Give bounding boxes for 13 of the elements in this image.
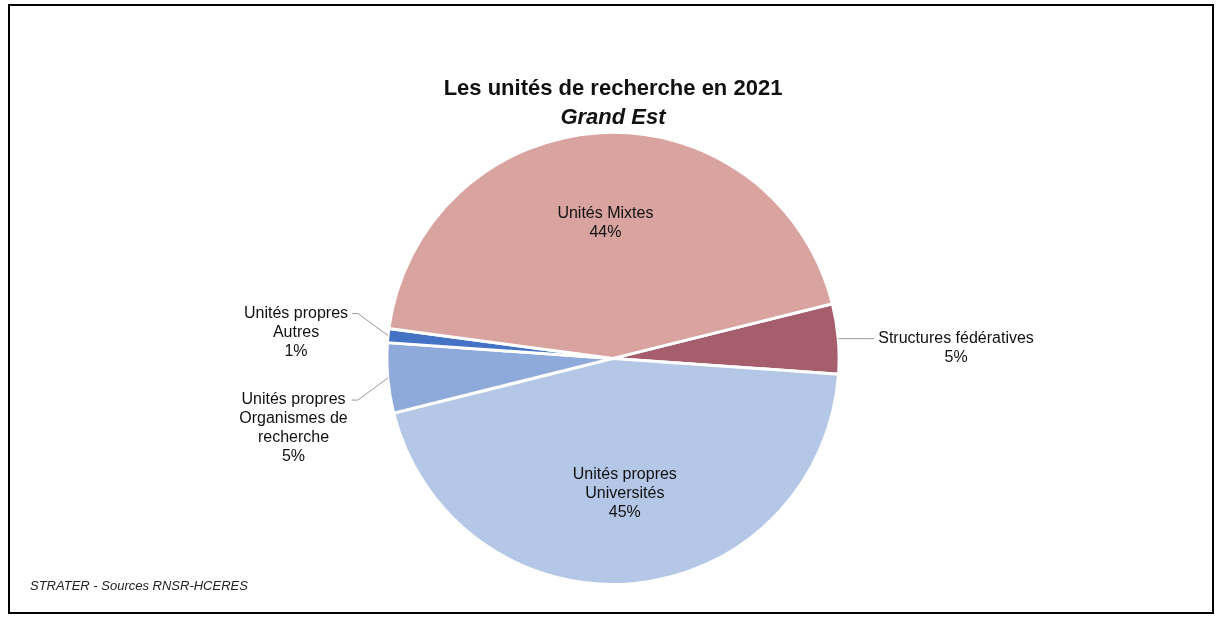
text: STRATER - Sources RNSR-HCERES — [30, 578, 248, 593]
slice-label: Unités propres Autres — [244, 303, 349, 340]
data-label: 1% — [284, 341, 308, 359]
slice-label: Unités Mixtes — [557, 203, 654, 221]
slice-label: Unités propres Universités — [572, 464, 677, 501]
slice-label: Structures fédératives — [878, 329, 1034, 347]
data-label: 44% — [589, 222, 622, 240]
data-label: 5% — [281, 447, 306, 465]
chart-title: Les unités de recherche en 2021 — [443, 75, 783, 101]
data-label: 45% — [608, 502, 641, 520]
data-label: 5% — [944, 348, 968, 366]
chart-subtitle: Grand Est — [560, 103, 668, 129]
slice-label: Unités propres Organismes de recherche — [239, 390, 348, 446]
